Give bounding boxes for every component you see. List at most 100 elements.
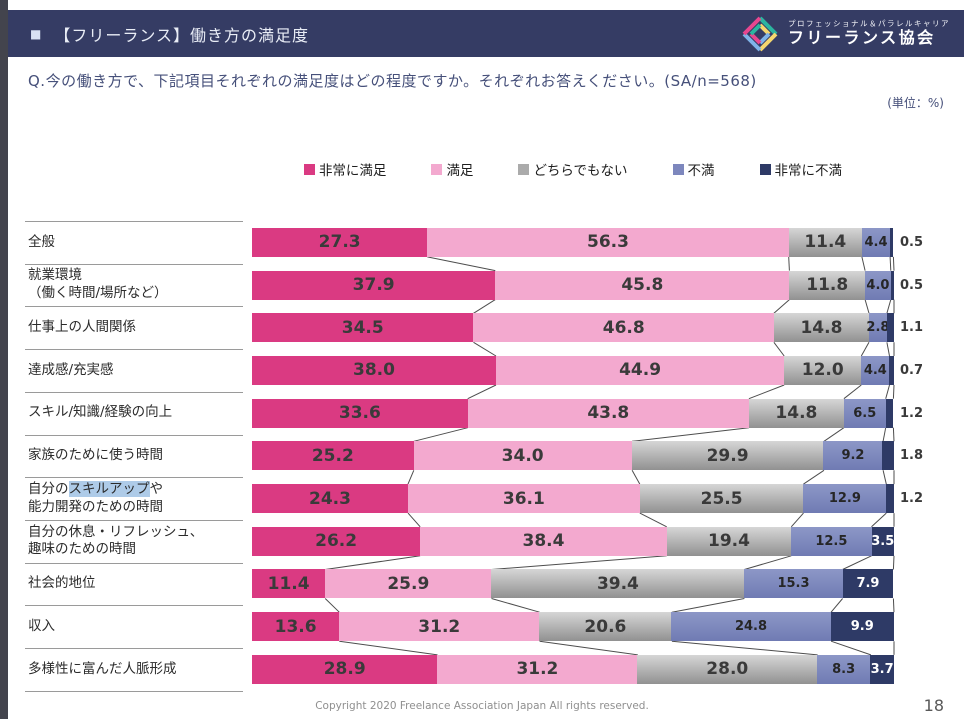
- bar-segment: 15.3: [744, 569, 843, 599]
- category-label: 多様性に富んだ人脈形成: [28, 648, 244, 691]
- logo-name: フリーランス協会: [788, 28, 936, 48]
- bar-segment: 8.3: [817, 654, 871, 684]
- outside-value-label: 0.5: [900, 234, 924, 250]
- question-text: Q.今の働き方で、下記項目それぞれの満足度はどの程度ですか。それぞれお答えくださ…: [28, 72, 665, 90]
- bar-segment: 12.5: [791, 526, 872, 556]
- page-number: 18: [923, 696, 944, 715]
- bar-segment: 3.7: [870, 654, 895, 684]
- category-label: 収入: [28, 605, 244, 648]
- bar-segment: 31.2: [437, 654, 638, 684]
- legend-item: 満足: [431, 159, 473, 179]
- survey-question: Q.今の働き方で、下記項目それぞれの満足度はどの程度ですか。それぞれお答えくださ…: [28, 70, 944, 91]
- bar-segment: [886, 484, 894, 514]
- bar-segment: [890, 227, 894, 257]
- row-separator: [25, 263, 243, 265]
- bar-segment: [885, 398, 894, 428]
- category-label-text: 家族のために使う時間: [28, 447, 163, 464]
- value-label: 12.9: [828, 491, 861, 507]
- category-label: 仕事上の人間関係: [28, 306, 244, 349]
- bar-row: 27.3 56.3 11.4 4.4 0.5: [252, 227, 923, 257]
- bar-segment: 12.0: [784, 355, 862, 385]
- bar-segment: 38.0: [252, 355, 496, 385]
- bar-row: 25.2 34.0 29.9 9.2 1.8: [252, 441, 923, 471]
- satisfaction-chart: 全般 就業環境 （働く時間/場所など） 仕事上の人間関係 達成感/充実感 スキル/知識/…: [25, 221, 943, 692]
- bar-segment: 37.9: [252, 270, 496, 300]
- outside-value-label: 0.5: [900, 277, 924, 293]
- bar-row: 38.0 44.9 12.0 4.4 0.7: [252, 355, 923, 385]
- legend-swatch-icon: [431, 163, 443, 175]
- value-label: 9.2: [841, 448, 865, 464]
- value-label: 45.8: [621, 275, 664, 296]
- bar-segment: 14.8: [748, 398, 844, 428]
- bar-segment: 34.5: [252, 313, 474, 343]
- bar-segment: 4.4: [861, 227, 891, 257]
- connector-lines: [324, 256, 895, 656]
- legend-item: 非常に不満: [759, 159, 843, 179]
- bar-row: 24.3 36.1 25.5 12.9 1.2: [252, 484, 923, 514]
- category-label-text: 多様性に富んだ人脈形成: [28, 660, 177, 677]
- bar-segment: 11.4: [788, 227, 862, 257]
- value-label: 31.2: [516, 659, 559, 680]
- category-label: 家族のために使う時間: [28, 435, 244, 478]
- bar-segment: 28.9: [252, 654, 438, 684]
- row-separator: [25, 434, 243, 436]
- value-label: 34.0: [501, 445, 544, 466]
- row-separator: [25, 648, 243, 649]
- value-label: 28.0: [706, 659, 749, 680]
- bar-segment: 4.4: [861, 355, 890, 385]
- value-label: 11.4: [804, 232, 847, 253]
- copyright-text: Copyright 2020 Freelance Association Jap…: [315, 700, 649, 712]
- value-label: 56.3: [587, 232, 629, 253]
- legend-item: どちらでもない: [518, 159, 628, 179]
- diamond-logo-icon: [742, 16, 778, 51]
- value-label: 14.8: [775, 403, 818, 424]
- bar-row: 28.9 31.2 28.0 8.3 3.7: [252, 654, 895, 684]
- row-separator: [25, 391, 243, 393]
- value-label: 2.8: [866, 320, 890, 336]
- value-label: 38.0: [353, 360, 395, 381]
- category-labels: 全般 就業環境 （働く時間/場所など） 仕事上の人間関係 達成感/充実感 スキル/知識/…: [25, 221, 247, 692]
- logo-tagline: プロフェッショナル＆パラレルキャリア: [788, 18, 950, 28]
- bar-row: 34.5 46.8 14.8 2.8 1.1: [252, 313, 923, 343]
- bar-row: 37.9 45.8 11.8 4.0 0.5: [252, 270, 923, 300]
- bar-row: 33.6 43.8 14.8 6.5 1.2: [252, 398, 923, 428]
- bar-segment: 14.8: [773, 313, 869, 343]
- outside-value-label: 1.2: [900, 405, 924, 421]
- bar-segment: 24.8: [671, 612, 831, 642]
- value-label: 38.4: [522, 531, 565, 552]
- legend-item: 非常に満足: [303, 159, 386, 179]
- outside-value-label: 0.7: [900, 362, 924, 378]
- bar-segment: 44.9: [495, 355, 785, 385]
- value-label: 15.3: [777, 576, 810, 592]
- value-label: 25.2: [311, 445, 354, 466]
- outside-value-label: 1.2: [900, 491, 924, 507]
- legend-item: 不満: [672, 159, 715, 179]
- bar-segment: [890, 270, 894, 300]
- value-label: 19.4: [708, 531, 750, 552]
- slide-left-edge-strip: [0, 0, 8, 719]
- category-label: 全般: [28, 221, 244, 264]
- category-label-text: スキル/知識/経験の向上: [28, 404, 173, 421]
- value-label: 3.5: [871, 533, 895, 549]
- bar-segment: 34.0: [413, 441, 632, 471]
- sample-size: (SA/n=568): [664, 72, 757, 90]
- value-label: 36.1: [502, 488, 545, 509]
- slide-header: ■ 【フリーランス】働き方の満足度 プロフェッショナル＆パラレルキャリア フリー…: [8, 10, 964, 57]
- bar-row: 11.4 25.9 39.4 15.3 7.9: [252, 569, 894, 599]
- value-label: 8.3: [832, 661, 856, 677]
- legend-label: 非常に不満: [774, 163, 843, 179]
- value-label: 24.3: [309, 488, 351, 509]
- legend-label: 満足: [446, 163, 474, 179]
- row-separator: [25, 690, 243, 692]
- value-label: 37.9: [352, 275, 395, 296]
- bar-segment: 39.4: [491, 569, 745, 599]
- legend-swatch-icon: [759, 163, 771, 175]
- value-label: 34.5: [341, 317, 384, 338]
- bar-segment: 38.4: [420, 526, 667, 556]
- value-label: 25.9: [387, 573, 430, 594]
- row-separator: [25, 605, 243, 607]
- category-label-text: 就業環境 （働く時間/場所など）: [28, 267, 168, 302]
- value-label: 9.9: [850, 619, 874, 635]
- bar-segment: 13.6: [252, 612, 340, 642]
- bar-segment: 43.8: [467, 398, 749, 428]
